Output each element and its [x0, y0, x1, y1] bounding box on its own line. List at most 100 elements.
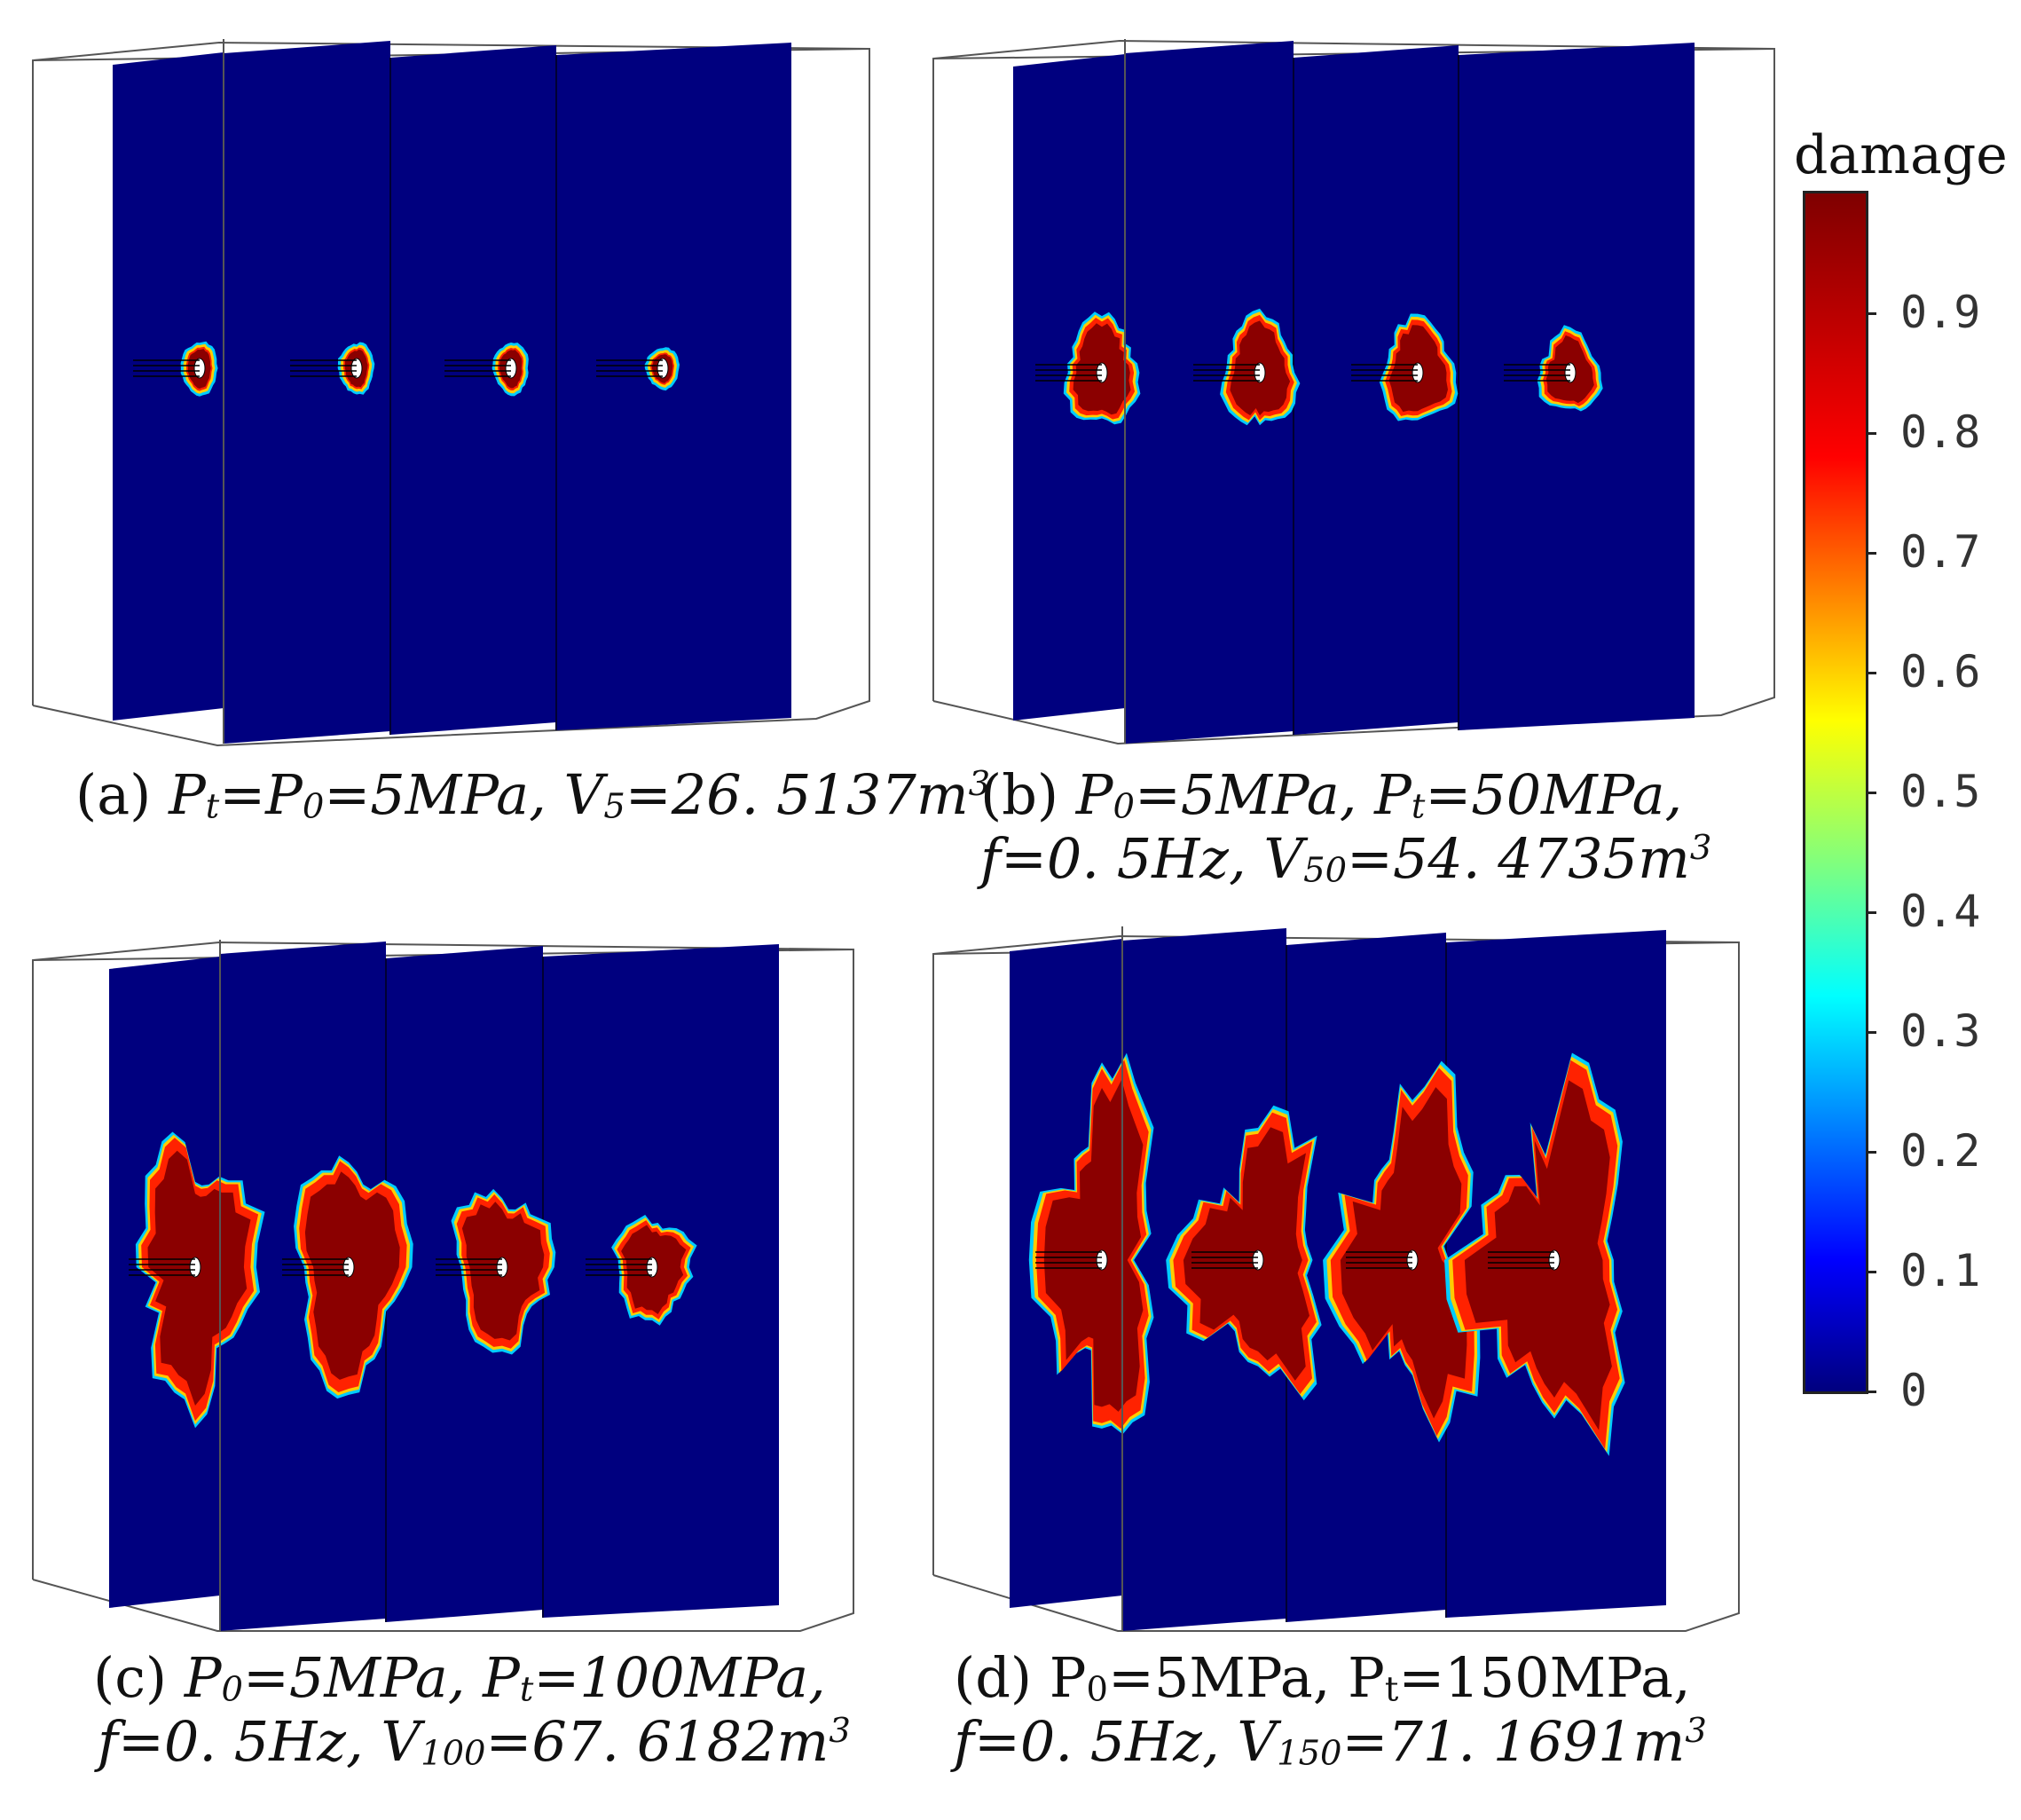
damage-zone	[596, 347, 680, 391]
borehole-casing	[290, 359, 357, 377]
caption-d-line-0: (d) P0=5MPa, Pt=150MPa,	[954, 1646, 1707, 1710]
panel-b	[896, 0, 1792, 887]
panel-a	[0, 0, 896, 887]
caption-d-line-1: f=0. 5Hz, V150=71. 1691m3	[954, 1710, 1707, 1774]
wellbore-hole	[1096, 1249, 1108, 1271]
colorbar-tick	[1866, 1391, 1876, 1393]
wellbore-hole	[189, 1257, 201, 1278]
fracture-plane	[220, 942, 386, 1631]
wellbore-hole	[342, 1257, 355, 1278]
caption-segment: =67. 6182m	[485, 1708, 830, 1774]
fracture-plane	[1294, 45, 1459, 735]
borehole-casing	[1351, 364, 1418, 382]
borehole-casing	[436, 1258, 502, 1276]
wellbore-hole	[1564, 362, 1577, 383]
caption-segment: =26. 5137m	[625, 762, 969, 827]
caption-segment: P	[1075, 762, 1113, 827]
colorbar-tick-label: 0.5	[1900, 766, 1981, 817]
caption-segment: f=0. 5Hz, V	[980, 825, 1304, 891]
caption-segment: 150	[1277, 1733, 1342, 1774]
wellbore-hole	[1412, 362, 1424, 383]
fracture-plane	[224, 41, 390, 744]
borehole-casing	[1504, 364, 1570, 382]
caption-b: (b) P0=5MPa, Pt=50MPa, f=0. 5Hz, V50=54. …	[980, 763, 1711, 891]
caption-segment: =5MPa, P	[1134, 762, 1412, 827]
caption-segment: 50	[1303, 850, 1348, 891]
fracture-plane	[113, 52, 224, 721]
damage-zone	[1351, 313, 1459, 422]
borehole-casing	[1191, 1251, 1258, 1269]
fracture-plane	[556, 43, 791, 730]
borehole-casing	[129, 1258, 195, 1276]
panel-d-figure	[932, 926, 1740, 1632]
caption-segment: t	[1411, 786, 1426, 827]
panel-c	[0, 887, 896, 1820]
caption-segment: =5MPa, P	[242, 1645, 520, 1710]
colorbar-tick-label: 0	[1900, 1365, 1928, 1416]
borehole-casing	[1035, 1251, 1102, 1269]
wellbore-hole	[1406, 1249, 1419, 1271]
wellbore-hole	[1548, 1249, 1561, 1271]
wellbore-hole	[496, 1257, 508, 1278]
damage-zone	[1166, 1105, 1322, 1401]
caption-segment: =54. 4735m	[1347, 825, 1690, 891]
colorbar-tick-label: 0.1	[1900, 1245, 1981, 1296]
damage-zone	[1323, 1060, 1481, 1443]
caption-c-line-0: (c) P0=5MPa, Pt=100MPa,	[93, 1646, 851, 1710]
wellbore-hole	[1096, 362, 1108, 383]
caption-segment: =71. 1691m	[1341, 1708, 1686, 1774]
damage-zone	[1035, 311, 1141, 425]
caption-segment: 3	[968, 763, 991, 804]
caption-segment: 3	[1685, 1710, 1707, 1751]
fracture-plane	[390, 45, 556, 735]
caption-segment: P	[169, 762, 206, 827]
caption-segment: (c)	[93, 1645, 185, 1710]
panel-a-figure	[32, 39, 870, 747]
borehole-casing	[1346, 1251, 1412, 1269]
wellbore-hole	[505, 358, 517, 379]
wellbore-hole	[657, 358, 669, 379]
damage-zone	[444, 343, 529, 397]
caption-segment: f=0. 5Hz, V	[954, 1708, 1278, 1774]
colorbar-tick-label: 0.4	[1900, 886, 1981, 937]
borehole-casing	[1193, 364, 1260, 382]
panel-c-figure	[32, 940, 854, 1632]
damage-zone	[1444, 1052, 1625, 1456]
caption-a-line-0: (a) Pt=P0=5MPa, V5=26. 5137m3	[75, 763, 990, 827]
damage-zone	[282, 1155, 413, 1399]
caption-segment: 3	[1689, 827, 1712, 868]
colorbar-tick-label: 0.3	[1900, 1005, 1981, 1057]
caption-segment: 3	[829, 1710, 851, 1751]
colorbar-tick	[1866, 312, 1876, 315]
wellbore-hole	[350, 358, 363, 379]
caption-segment: =50MPa,	[1425, 762, 1683, 827]
panel-b-figure	[932, 39, 1775, 745]
colorbar-tick	[1866, 672, 1876, 674]
colorbar-tick	[1866, 1031, 1876, 1034]
caption-segment: f=0. 5Hz, V	[98, 1708, 421, 1774]
borehole-casing	[596, 359, 663, 377]
caption-segment: (d) P	[954, 1645, 1087, 1710]
caption-b-line-1: f=0. 5Hz, V50=54. 4735m3	[980, 827, 1711, 891]
caption-segment: 0	[1113, 786, 1135, 827]
damage-zone	[133, 341, 218, 397]
colorbar-tick	[1866, 432, 1876, 435]
damage-zone	[290, 342, 375, 395]
caption-b-line-0: (b) P0=5MPa, Pt=50MPa,	[980, 763, 1711, 827]
damage-zone	[436, 1188, 556, 1355]
caption-segment: t	[519, 1669, 534, 1710]
fracture-plane	[1125, 41, 1294, 744]
wellbore-hole	[193, 358, 206, 379]
caption-d: (d) P0=5MPa, Pt=150MPa, f=0. 5Hz, V150=71…	[954, 1646, 1707, 1774]
damage-zone	[586, 1215, 697, 1326]
damage-zone	[1193, 308, 1301, 426]
borehole-casing	[586, 1258, 652, 1276]
caption-segment: =5MPa, P	[1107, 1645, 1385, 1710]
colorbar-tick	[1866, 792, 1876, 794]
colorbar-tick-label: 0.7	[1900, 526, 1981, 578]
colorbar-title: damage	[1794, 124, 2008, 186]
caption-c: (c) P0=5MPa, Pt=100MPa, f=0. 5Hz, V100=67…	[93, 1646, 851, 1774]
damage-zone	[129, 1131, 265, 1429]
borehole-casing	[133, 359, 200, 377]
caption-segment: 0	[302, 786, 325, 827]
